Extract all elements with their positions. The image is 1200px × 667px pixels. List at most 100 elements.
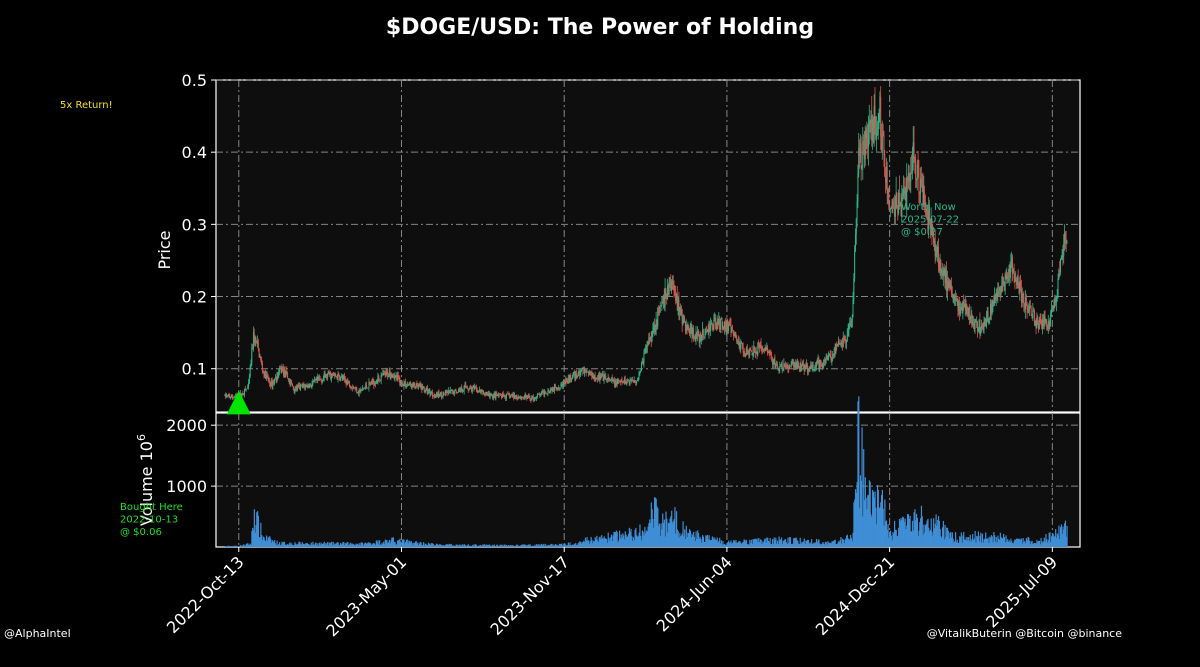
volume-bar [400, 541, 402, 547]
volume-bar [789, 537, 792, 547]
volume-bar [616, 531, 618, 547]
volume-bar [619, 538, 622, 547]
candle-body [348, 381, 350, 387]
volume-bar [344, 544, 346, 547]
candle-body [318, 377, 320, 380]
volume-bar [713, 539, 715, 547]
candle-body [462, 390, 464, 392]
candle-body [1056, 295, 1058, 299]
candle-body [662, 301, 664, 303]
volume-bar [667, 522, 670, 547]
candle-body [316, 378, 318, 381]
candle-body [604, 375, 606, 378]
volume-bar [555, 545, 557, 547]
volume-bar [294, 542, 296, 547]
candle-body [606, 378, 608, 380]
candle-body [1009, 265, 1011, 272]
volume-bar [577, 543, 579, 547]
candle-body [605, 375, 607, 380]
volume-bar [544, 545, 546, 547]
volume-bar [1054, 535, 1056, 547]
candle-body [772, 362, 774, 365]
volume-bar [604, 538, 606, 547]
candle-body [249, 366, 251, 377]
volume-bar [867, 494, 870, 547]
candle-body [376, 381, 378, 383]
candle-body [1038, 324, 1040, 330]
candle-body [887, 189, 889, 194]
candle-body [1059, 270, 1061, 273]
volume-bar [353, 544, 356, 547]
candle-body [672, 280, 674, 285]
volume-bar [854, 489, 857, 547]
candle-body [374, 383, 376, 386]
candle-body [956, 300, 958, 302]
candle-body [251, 348, 253, 364]
volume-bar [382, 544, 384, 547]
candle-body [703, 336, 705, 338]
volume-bar [864, 477, 866, 547]
candle-body [846, 340, 848, 344]
volume-bar [366, 544, 368, 547]
candle-body [341, 376, 343, 380]
volume-bar [345, 543, 347, 547]
volume-bar [272, 540, 274, 547]
volume-bar [549, 545, 551, 547]
volume-bar [523, 544, 525, 547]
volume-bar [472, 544, 474, 547]
volume-bar [296, 544, 298, 547]
candle-body [865, 130, 867, 138]
volume-bar [228, 545, 230, 547]
candle-body [916, 164, 918, 181]
volume-bar [889, 531, 891, 547]
volume-bar [776, 540, 779, 547]
volume-axis-label: Volume 106 [135, 434, 156, 526]
volume-bar [721, 544, 723, 547]
volume-bar [876, 524, 878, 547]
candle-body [824, 359, 826, 362]
volume-bar [421, 545, 423, 547]
volume-bar [959, 537, 962, 547]
candle-body [546, 393, 548, 395]
candle-body [545, 392, 547, 394]
volume-bar [299, 542, 301, 547]
volume-bar [989, 536, 991, 547]
candle-body [401, 382, 403, 385]
volume-bar [974, 530, 976, 547]
volume-bar [438, 545, 440, 547]
volume-bar [749, 539, 751, 547]
volume-bar [893, 533, 895, 547]
candle-body [570, 375, 572, 382]
volume-bar [492, 545, 495, 547]
volume-bar [979, 535, 981, 547]
volume-bar [526, 546, 528, 547]
candle-body [234, 396, 236, 398]
volume-bar [745, 541, 747, 547]
volume-bar [357, 543, 359, 547]
volume-bar [1016, 538, 1018, 547]
volume-bar [471, 545, 473, 547]
candle-body [777, 368, 779, 371]
volume-bar [224, 546, 226, 547]
volume-bar [675, 511, 678, 547]
volume-bar [281, 541, 283, 547]
buy-marker-triangle [226, 390, 251, 415]
candle-body [1057, 278, 1059, 296]
volume-bar [859, 507, 861, 547]
volume-bar [341, 543, 343, 547]
volume-bar [1050, 542, 1052, 547]
candle-body [646, 341, 648, 353]
volume-bar [607, 532, 609, 547]
volume-bar [328, 542, 330, 547]
candle-body [350, 387, 352, 389]
volume-bar [300, 543, 302, 547]
volume-bar [680, 536, 682, 547]
volume-bar [885, 521, 887, 547]
volume-bar [999, 532, 1001, 547]
candle-body [653, 324, 655, 328]
candle-body [965, 303, 967, 310]
volume-bar [755, 539, 757, 547]
candle-body [875, 127, 877, 139]
volume-bar [430, 545, 432, 547]
candle-body [588, 372, 590, 375]
